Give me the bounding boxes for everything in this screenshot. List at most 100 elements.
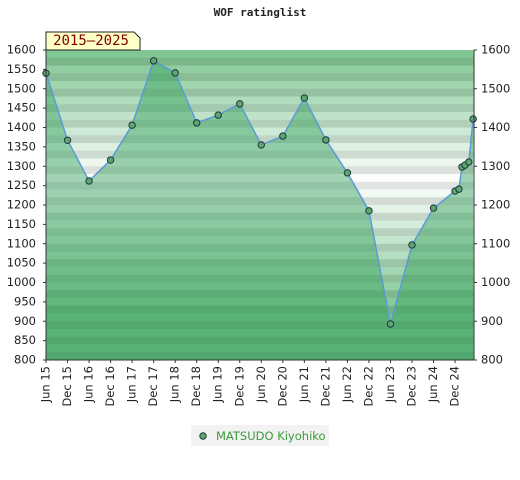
- bg-stripe: [46, 50, 474, 59]
- point: [465, 158, 473, 166]
- point: [171, 69, 179, 77]
- x-tick-label: Dec 24: [448, 366, 462, 407]
- y-tick-label: 1300: [7, 159, 36, 173]
- y-tick-label: 1450: [7, 101, 36, 115]
- x-tick-label: Jun 15: [39, 366, 53, 403]
- legend-marker: [199, 432, 207, 440]
- y-tick-label: 1050: [7, 256, 36, 270]
- y-tick-label: 1400: [7, 120, 36, 134]
- point: [149, 57, 158, 65]
- x-tick-label: Jun 24: [426, 366, 440, 403]
- point: [63, 136, 72, 144]
- x-tick-label: Jun 17: [125, 366, 139, 403]
- x-tick-label: Dec 21: [318, 366, 332, 407]
- bg-stripe: [46, 65, 474, 74]
- y-tick-label: 1500: [7, 81, 36, 95]
- point: [193, 119, 201, 127]
- point: [343, 169, 352, 177]
- x-tick-label: Jun 23: [383, 366, 397, 403]
- bg-stripe: [46, 112, 474, 121]
- bg-stripe: [46, 321, 474, 330]
- bg-stripe: [46, 174, 474, 183]
- y2-tick-label: 1600: [481, 43, 510, 57]
- bg-stripe: [46, 259, 474, 268]
- y-tick-label: 1250: [7, 178, 36, 192]
- badge-text: 2015–2025: [53, 33, 129, 49]
- y2-tick-label: 800: [481, 353, 503, 367]
- y-tick-label: 1100: [7, 236, 36, 250]
- bg-stripe: [46, 150, 474, 159]
- bg-stripe: [46, 344, 474, 353]
- bg-stripe: [46, 290, 474, 299]
- y2-tick-label: 1300: [481, 159, 510, 173]
- bg-stripe: [46, 189, 474, 198]
- bg-stripe: [46, 135, 474, 144]
- point: [365, 207, 373, 215]
- point: [469, 115, 477, 123]
- x-tick-label: Dec 20: [275, 366, 289, 407]
- bg-stripe: [46, 305, 474, 314]
- y-tick-label: 900: [14, 314, 36, 328]
- bg-stripe: [46, 81, 474, 90]
- period-badge: 2015–2025: [45, 31, 141, 51]
- y-tick-label: 1150: [7, 217, 36, 231]
- y-tick-label: 1350: [7, 139, 36, 153]
- y2-tick-label: 1500: [481, 81, 510, 95]
- bg-stripe: [46, 158, 474, 167]
- bg-stripe: [46, 119, 474, 128]
- y-tick-label: 1600: [7, 43, 36, 57]
- y-tick-label: 800: [14, 353, 36, 367]
- x-tick-label: Dec 15: [60, 366, 74, 407]
- point: [106, 156, 115, 164]
- legend: MATSUDO Kiyohiko: [191, 425, 329, 446]
- x-tick-label: Jun 22: [340, 366, 354, 403]
- chart-title: WOF ratinglist: [214, 6, 307, 19]
- bg-stripe: [46, 127, 474, 136]
- bg-stripe: [46, 329, 474, 338]
- y2-tick-label: 1400: [481, 120, 510, 134]
- y-tick-label: 1000: [7, 275, 36, 289]
- bg-stripe: [46, 313, 474, 322]
- bg-stripe: [46, 57, 474, 66]
- y2-tick-label: 900: [481, 314, 503, 328]
- point: [429, 204, 438, 212]
- bg-stripe: [46, 352, 474, 361]
- x-tick-label: Jun 21: [297, 366, 311, 403]
- point: [322, 136, 330, 144]
- bg-stripe: [46, 282, 474, 291]
- x-tick-label: Dec 22: [361, 366, 375, 407]
- bg-stripe: [46, 243, 474, 252]
- bg-stripe: [46, 212, 474, 221]
- badge-box: [45, 31, 141, 51]
- x-tick-label: Dec 18: [189, 366, 203, 407]
- point: [455, 185, 463, 193]
- point: [85, 177, 93, 185]
- point: [214, 111, 222, 119]
- bg-stripe: [46, 181, 474, 190]
- bg-stripe: [46, 274, 474, 283]
- y-tick-label: 1200: [7, 198, 36, 212]
- point: [408, 241, 416, 249]
- x-tick-label: Jun 20: [254, 366, 268, 403]
- bg-stripe: [46, 197, 474, 206]
- bg-stripe: [46, 166, 474, 175]
- x-tick-label: Dec 23: [404, 366, 418, 407]
- area: [46, 60, 474, 360]
- point: [257, 141, 265, 149]
- point: [236, 100, 244, 108]
- bg-stripe: [46, 251, 474, 260]
- legend-box: [191, 425, 329, 446]
- bg-stripe: [46, 336, 474, 345]
- plot-background: [46, 50, 474, 361]
- bg-stripe: [46, 228, 474, 237]
- y-tick-label: 950: [14, 294, 36, 308]
- bg-stripe: [46, 205, 474, 214]
- y2-tick-label: 1000: [481, 275, 510, 289]
- bg-stripe: [46, 267, 474, 276]
- bg-stripe: [46, 88, 474, 97]
- y-tick-label: 850: [14, 333, 36, 347]
- x-tick-label: Jun 19: [211, 366, 225, 403]
- x-tick-label: Jun 18: [168, 366, 182, 403]
- point: [128, 121, 136, 129]
